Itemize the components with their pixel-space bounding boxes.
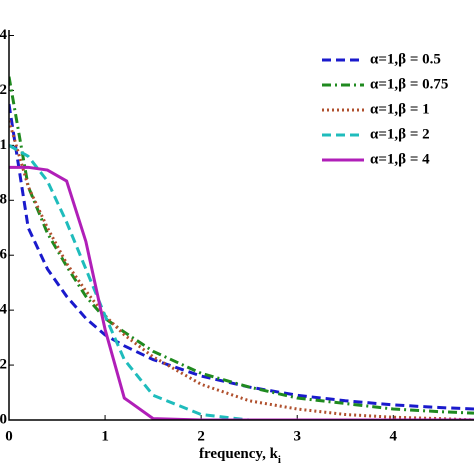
legend-label: α=1,β = 1 [370,101,430,117]
series-line [9,76,474,415]
x-tick-label: 2 [197,428,205,444]
x-tick-label: 3 [293,428,301,444]
y-tick-label: 0.2 [0,357,7,373]
legend-label: α=1,β = 4 [370,151,430,167]
x-label-main: frequency, k [199,446,279,462]
axes-frame [8,30,474,421]
series-line [9,103,474,411]
x-label-subscript: i [278,454,281,466]
y-tick-label: 0.8 [0,192,7,208]
x-tick-label: 0 [5,428,13,444]
y-tick-label: 0.6 [0,247,8,263]
series-line [9,144,474,420]
x-tick-label: 4 [390,428,398,444]
y-tick-label: 0.4 [0,302,8,318]
x-axis-label: frequency, ki [199,446,281,465]
series-line [9,165,474,420]
y-tick-label: 1 [0,137,7,153]
legend-label: α=1,β = 0.5 [370,51,441,67]
legend-label: α=1,β = 0.75 [370,76,448,92]
y-tick-label: 1.2 [0,82,7,98]
y-tick-label: 1.4 [0,27,8,43]
x-tick-label: 1 [101,428,109,444]
y-tick-label: 0 [0,411,7,427]
legend-label: α=1,β = 2 [370,126,430,142]
